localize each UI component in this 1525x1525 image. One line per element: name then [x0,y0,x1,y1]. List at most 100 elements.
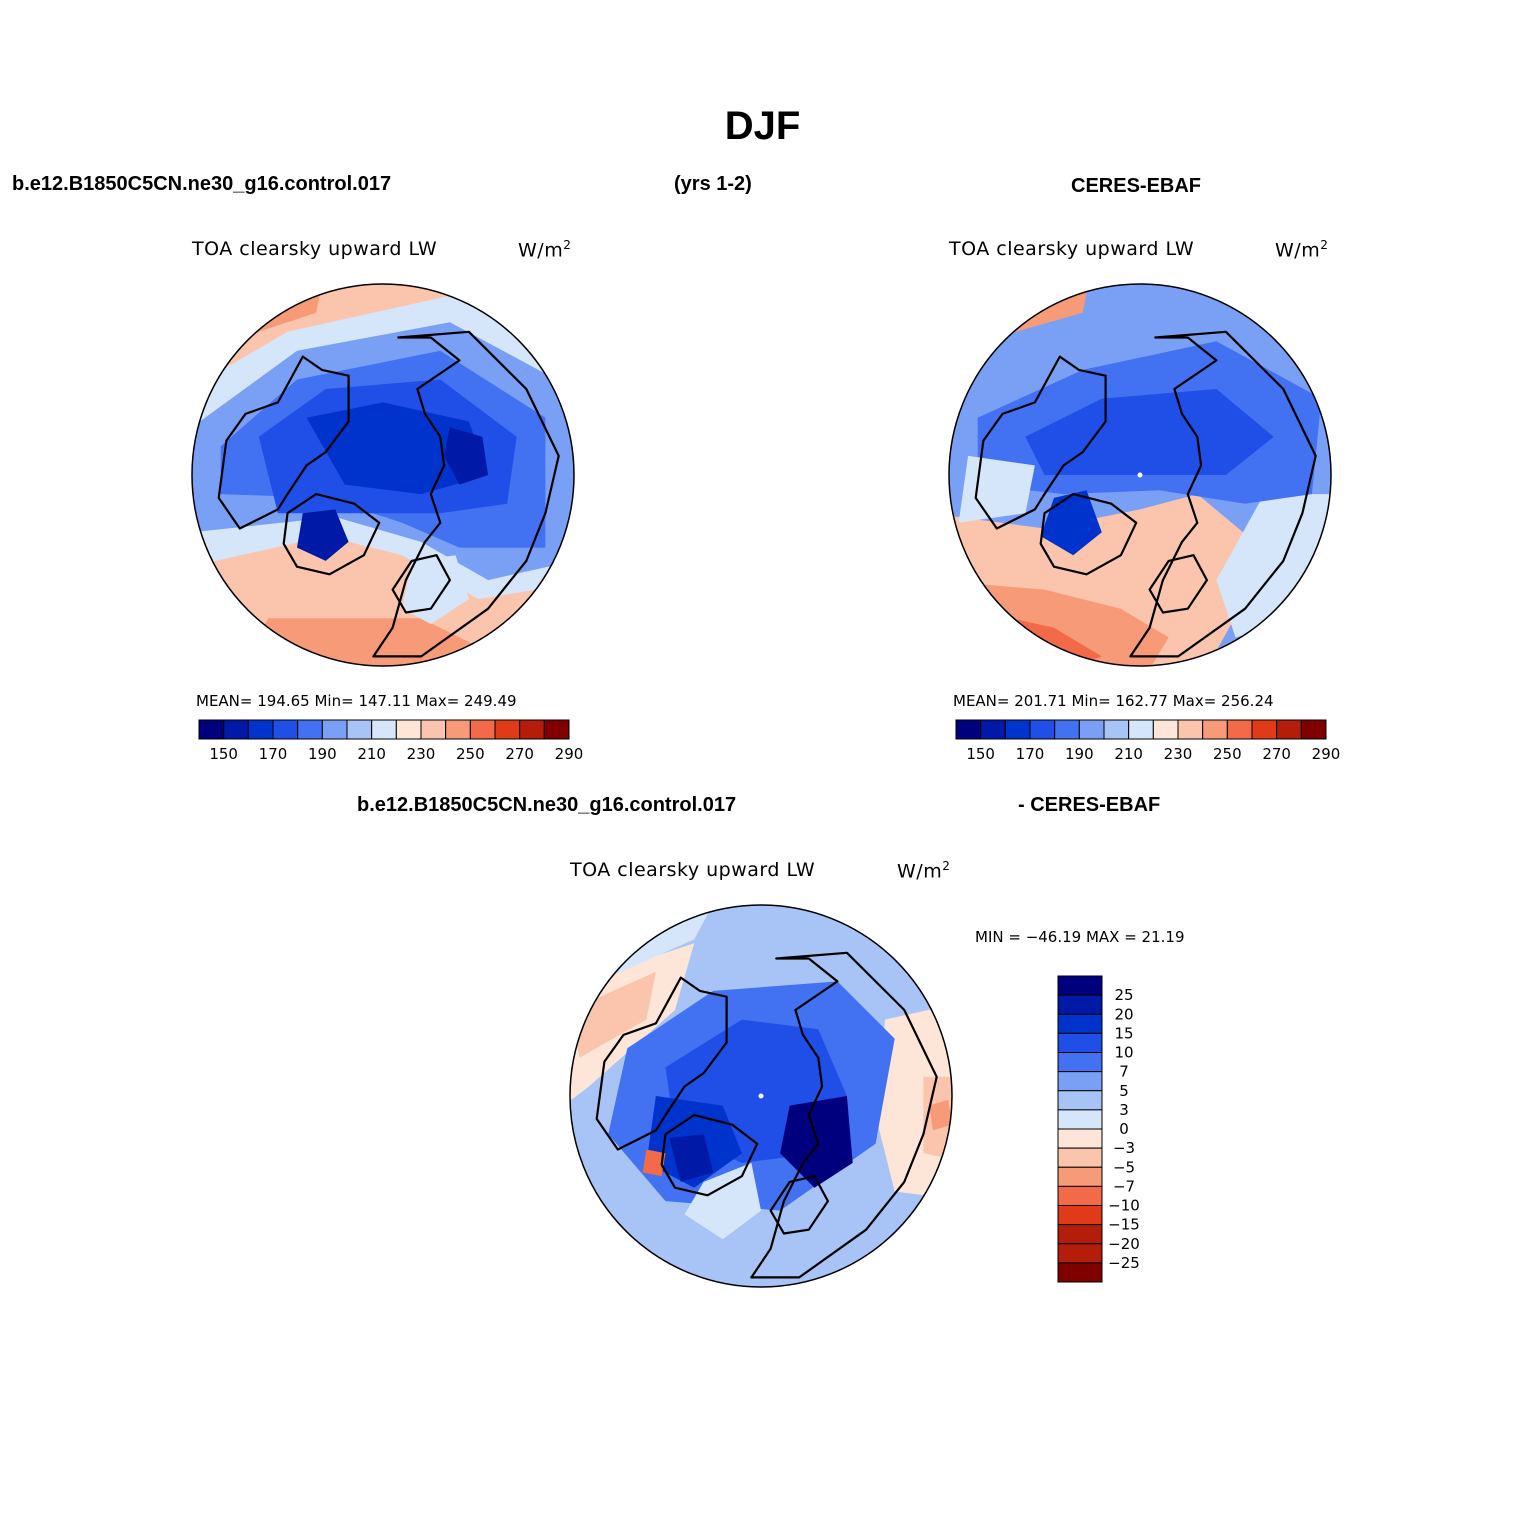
panel-3-colorbar-swatch [1057,1013,1103,1034]
panel-2-colorbar-swatch [1300,719,1327,740]
panel-1-colorbar: 150 170 190 210 230 250 270 290 [198,719,583,763]
map-boundary [948,283,1332,667]
panel-3-colorbar-tick-label: 10 [1114,1044,1133,1062]
coastline-eurasia [372,330,560,658]
panel-3-colorbar-tick-label: −10 [1108,1197,1140,1215]
panel-3-colorbar-swatch [1057,1109,1103,1130]
obs-dataset-header: CERES-EBAF [1071,175,1202,197]
panel-2-colorbar-tick-label: 230 [1164,745,1193,763]
contour-region [230,618,498,666]
panel-3-colorbar-swatch [1057,1052,1103,1073]
panel-1-colorbar-swatch [395,719,422,740]
case-name-header: b.e12.B1850C5CN.ne30_g16.control.017 [12,173,392,195]
panel-2-colorbar-swatch [1078,719,1105,740]
panel-1-colorbar-swatch [223,719,249,740]
coastline-scand [391,554,451,614]
panel-1-colorbar-tick-label: 290 [555,745,584,763]
coastline-namerica [217,355,350,530]
panel-2-colorbar-swatch [1226,719,1253,740]
panel-3-colorbar-swatch [1057,994,1103,1015]
panel-2-colorbar-swatch [1177,719,1204,740]
contour-region [1025,389,1274,475]
panel-2-polar-map [948,283,1332,667]
panel-3-units: W/m2 [897,859,951,883]
panel-3-colorbar-tick-label: 7 [1119,1063,1129,1081]
panel-2-colorbar-swatch [955,719,982,740]
panel-3-colorbar-swatch [1057,1090,1103,1111]
panel-3-colorbar-tick-label: 0 [1119,1120,1129,1138]
panel-3-colorbar-swatch [1057,1243,1103,1264]
panel-2-colorbar-swatch [1202,719,1228,740]
coastline-scand [1148,554,1208,614]
panel-1-colorbar-swatch [519,719,545,740]
contour-region [306,402,489,495]
panel-2-colorbar-tick-label: 150 [966,745,995,763]
panel-2-colorbar-swatch [1152,719,1179,740]
panel-3-colorbar-tick-label: −3 [1113,1139,1135,1157]
coastline-namerica [974,355,1107,530]
map-boundary [191,283,575,667]
contour-region [780,1096,853,1188]
panel-1-colorbar-swatch [272,719,299,740]
panel-2-colorbar-tick-label: 250 [1213,745,1242,763]
contour-region [402,555,469,624]
panel-2-colorbar-swatch [1251,719,1278,740]
panel-2-colorbar-swatch [1103,719,1130,740]
panel-2-colorbar-tick-label: 270 [1262,745,1291,763]
contour-region [570,971,656,1058]
north-pole-marker [1137,472,1143,478]
panel-2-colorbar-swatch [1276,719,1302,740]
panel-3-colorbar-tick-label: 20 [1114,1005,1133,1023]
panel-3-colorbar-tick-label: −25 [1108,1254,1140,1272]
panel-1-colorbar-tick-label: 250 [456,745,485,763]
panel-3-colorbar-tick-label: −7 [1113,1177,1135,1195]
map-boundary [569,904,953,1288]
contour-region [444,427,489,485]
panel-1-colorbar-tick-label: 230 [407,745,436,763]
panel-3-colorbar-swatch [1057,1147,1103,1168]
panel-2-colorbar: 150 170 190 210 230 250 270 290 [955,719,1340,763]
panel-1-colorbar-tick-label: 210 [357,745,386,763]
panel-3-colorbar-swatch [1057,1032,1103,1053]
panel-2-stats: MEAN= 201.71 Min= 162.77 Max= 256.24 [953,692,1274,710]
panel-1-colorbar-tick-label: 270 [505,745,534,763]
panel-1-colorbar-swatch [445,719,471,740]
panel-1-colorbar-swatch [321,719,348,740]
panel-2-colorbar-swatch [1004,719,1031,740]
panel-3-field-title: TOA clearsky upward LW [570,859,816,881]
diff-obs-header: - CERES-EBAF [1018,794,1161,816]
panel-1-colorbar-swatch [198,719,225,740]
panel-1-units: W/m2 [518,238,572,262]
panel-1-colorbar-swatch [346,719,373,740]
panel-3-colorbar-tick-label: 25 [1114,986,1133,1004]
panel-2-colorbar-tick-label: 210 [1114,745,1143,763]
panel-1-stats: MEAN= 194.65 Min= 147.11 Max= 249.49 [196,692,517,710]
page-title: DJF [724,104,801,148]
contour-region [875,1000,952,1202]
coastline-eurasia [750,951,938,1279]
panel-3-colorbar-swatch [1057,1205,1103,1226]
panel-1-colorbar-swatch [494,719,521,740]
coastline-greenland [660,1114,759,1197]
panel-2-field-title: TOA clearsky upward LW [949,238,1195,260]
coastline-namerica [595,976,728,1151]
north-pole-marker [758,1093,764,1099]
contour-region [669,1134,714,1182]
panel-1-colorbar-swatch [247,719,274,740]
panel-1-colorbar-swatch [297,719,323,740]
contour-region [297,509,349,561]
panel-3-colorbar-swatch [1057,1166,1103,1187]
panel-2-colorbar-swatch [1054,719,1080,740]
panel-3-colorbar-swatch [1057,1262,1103,1283]
panel-3-colorbar-swatch [1057,1071,1103,1092]
panel-3-colorbar-tick-label: 3 [1119,1101,1129,1119]
panel-3-colorbar-tick-label: −5 [1113,1158,1135,1176]
panel-3-colorbar-tick-label: 15 [1114,1024,1133,1042]
panel-1-colorbar-swatch [371,719,397,740]
panel-1-colorbar-tick-label: 190 [308,745,337,763]
panel-1-polar-map [191,283,575,667]
diff-case-header: b.e12.B1850C5CN.ne30_g16.control.017 [357,794,737,816]
panel-1-colorbar-tick-label: 170 [259,745,288,763]
panel-1-colorbar-tick-label: 150 [209,745,238,763]
